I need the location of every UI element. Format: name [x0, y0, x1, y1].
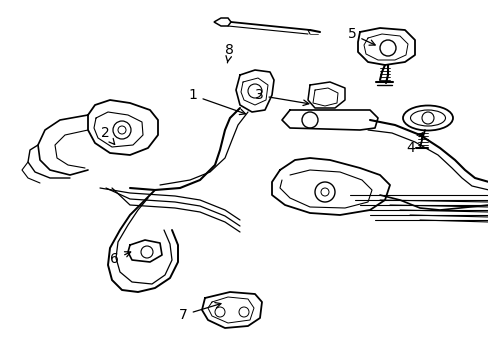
Text: 3: 3 [254, 89, 308, 105]
Text: 6: 6 [110, 252, 130, 266]
Text: 4: 4 [406, 133, 422, 154]
Text: 2: 2 [101, 126, 115, 144]
Text: 5: 5 [347, 27, 374, 45]
Text: 8: 8 [225, 44, 234, 63]
Text: 1: 1 [188, 89, 245, 114]
Text: 7: 7 [179, 302, 221, 322]
